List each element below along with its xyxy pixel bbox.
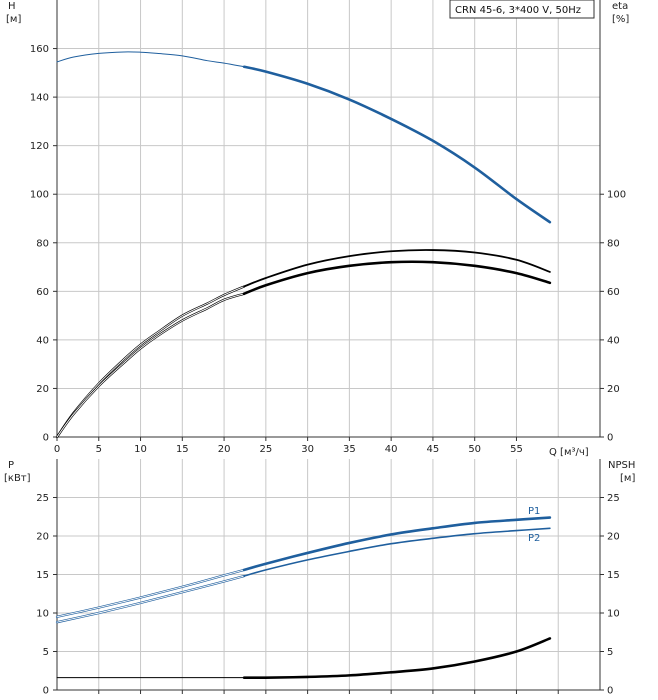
top-xtick-label: 15 [176, 444, 189, 455]
top-ytick-label: 100 [30, 190, 49, 201]
top-xtick-label: 10 [134, 444, 147, 455]
top-ytick-label: 40 [36, 335, 49, 346]
top-y2tick-label: 100 [607, 190, 626, 201]
top-xtick-label: 25 [259, 444, 272, 455]
top-ytick-label: 20 [36, 384, 49, 395]
p2-label: P2 [528, 533, 540, 544]
legend-box: CRN 45-6, 3*400 V, 50Hz [449, 0, 595, 19]
flow-axis-label: Q [м³/ч] [549, 447, 589, 458]
bottom-ytick-label: 20 [36, 532, 49, 543]
top-ytick-label: 60 [36, 287, 49, 298]
top-xtick-label: 5 [96, 444, 102, 455]
bottom-y2tick-label: 0 [607, 686, 613, 697]
series-eta_upper_thin-outline [55, 285, 246, 439]
series-p2_thin-core [56, 575, 245, 623]
series-p1_thick [242, 516, 552, 572]
head-axis-unit: [м] [6, 14, 21, 25]
bottom-y2tick-label: 20 [607, 532, 620, 543]
series-p2_thin-outline [55, 574, 246, 624]
top-xtick-label: 40 [385, 444, 398, 455]
top-xtick-label: 45 [427, 444, 440, 455]
eta-axis-title: eta [612, 1, 628, 12]
series-eta_upper_thick [243, 249, 551, 288]
head-axis-title: H [8, 1, 16, 12]
top-ytick-label: 120 [30, 141, 49, 152]
top-xtick-label: 35 [343, 444, 356, 455]
series-eta_upper_thin-core [56, 286, 245, 438]
bottom-y2tick-label: 5 [607, 647, 613, 658]
series-head_thick [242, 65, 552, 224]
top-ytick-label: 0 [43, 433, 49, 444]
top-y2tick-label: 20 [607, 384, 620, 395]
bottom-ytick-label: 10 [36, 609, 49, 620]
bottom-ytick-label: 15 [36, 570, 49, 581]
p1-label: P1 [528, 506, 540, 517]
bottom-y2tick-label: 10 [607, 609, 620, 620]
series-p2_thick [243, 527, 551, 577]
bottom-ytick-label: 5 [43, 647, 49, 658]
top-plot-series [55, 51, 552, 439]
top-xtick-label: 20 [218, 444, 231, 455]
top-plot-grid: 0 20 40 60 80 100 120 140 160 0 20 40 60 80 100 0 5 10 15 2… [30, 0, 626, 455]
top-y2tick-label: 60 [607, 287, 620, 298]
top-y2tick-label: 0 [607, 433, 613, 444]
series-head_thin [56, 51, 245, 68]
top-xtick-label: 55 [510, 444, 523, 455]
top-xtick-label: 30 [301, 444, 314, 455]
top-ytick-label: 140 [30, 93, 49, 104]
series-eta_lower_thick [242, 260, 552, 296]
axis-labels: H [м] eta [%] Q [м³/ч] P [кВт] NPSH [м] [4, 1, 635, 484]
series-p1_thin-core [56, 569, 245, 618]
top-ytick-label: 80 [36, 238, 49, 249]
top-xtick-label: 0 [54, 444, 60, 455]
power-axis-unit: [кВт] [4, 473, 31, 484]
top-xtick-label: 50 [468, 444, 481, 455]
series-eta_lower_thin-core [56, 293, 245, 438]
power-axis-title: P [8, 460, 14, 471]
series-labels: P1 P2 [528, 506, 540, 544]
bottom-plot-series [55, 516, 552, 680]
bottom-y2tick-label: 25 [607, 493, 620, 504]
legend-text: CRN 45-6, 3*400 V, 50Hz [455, 5, 581, 16]
bottom-plot-grid: 0 5 10 15 20 25 0 5 10 15 20 25 [36, 459, 620, 697]
bottom-ytick-label: 0 [43, 686, 49, 697]
npsh-axis-unit: [м] [620, 473, 635, 484]
bottom-y2tick-label: 15 [607, 570, 620, 581]
legend-frame [449, 0, 595, 19]
top-ytick-label: 160 [30, 44, 49, 55]
series-npsh_thick [242, 637, 552, 680]
bottom-ytick-label: 25 [36, 493, 49, 504]
series-eta_lower_thin-outline [55, 292, 246, 439]
top-y2tick-label: 80 [607, 238, 620, 249]
npsh-axis-title: NPSH [608, 460, 635, 471]
eta-axis-unit: [%] [612, 14, 629, 25]
series-p1_thin-outline [55, 568, 246, 618]
top-y2tick-label: 40 [607, 335, 620, 346]
